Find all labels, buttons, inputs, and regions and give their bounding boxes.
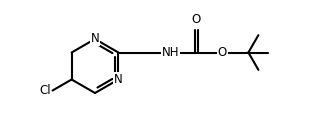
Text: NH: NH <box>162 46 179 59</box>
Text: O: O <box>218 46 227 59</box>
Text: N: N <box>91 33 99 46</box>
Text: Cl: Cl <box>39 84 50 97</box>
Text: O: O <box>192 13 201 26</box>
Text: N: N <box>114 73 123 86</box>
